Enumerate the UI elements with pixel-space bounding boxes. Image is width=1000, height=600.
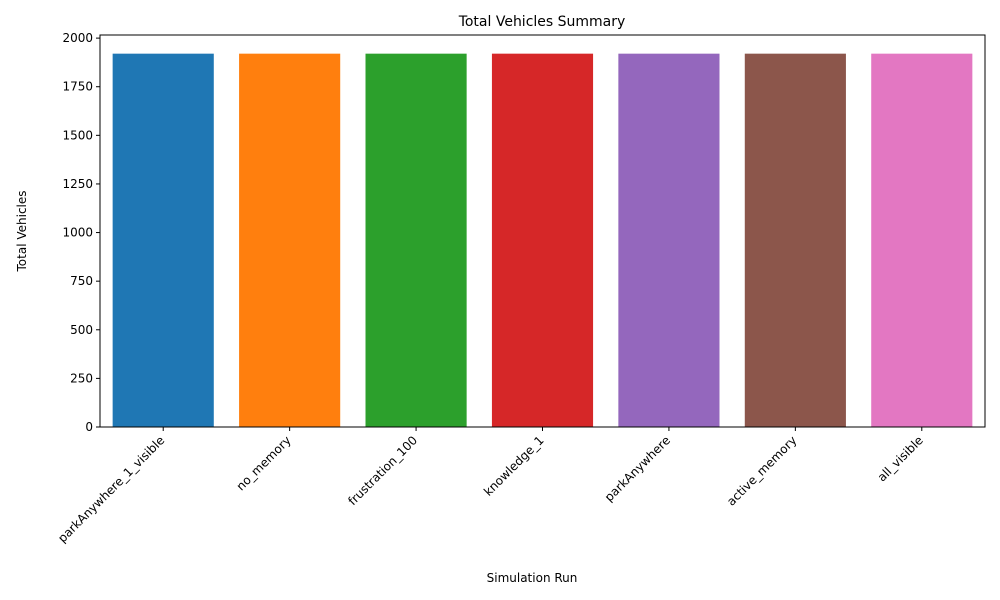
bar-no_memory — [239, 53, 341, 428]
bar-knowledge_1 — [491, 53, 594, 428]
bar-parkAnywhere_1_visible — [112, 53, 214, 428]
y-tick-label: 0 — [85, 420, 93, 434]
y-axis-label: Total Vehicles — [15, 190, 29, 272]
y-tick-label: 1000 — [62, 226, 93, 240]
plot-frame — [99, 34, 986, 428]
x-axis-label: Simulation Run — [487, 571, 578, 585]
bar-parkAnywhere — [618, 53, 720, 428]
bars-layer — [112, 53, 973, 428]
y-tick-label: 1500 — [62, 128, 93, 142]
y-tick-label: 250 — [70, 371, 93, 385]
bar-active_memory — [744, 53, 846, 428]
y-tick-label: 1750 — [62, 80, 93, 94]
y-tick-label: 500 — [70, 323, 93, 337]
y-tick-label: 1250 — [62, 177, 93, 191]
bar-all_visible — [871, 53, 973, 428]
y-tick-label: 2000 — [62, 31, 93, 45]
bar-frustration_100 — [365, 53, 467, 428]
y-tick-label: 750 — [70, 274, 93, 288]
chart-title: Total Vehicles Summary — [458, 14, 626, 30]
y-axis: 0 250 500 750 1000 1250 1500 1750 2000 — [62, 31, 100, 434]
